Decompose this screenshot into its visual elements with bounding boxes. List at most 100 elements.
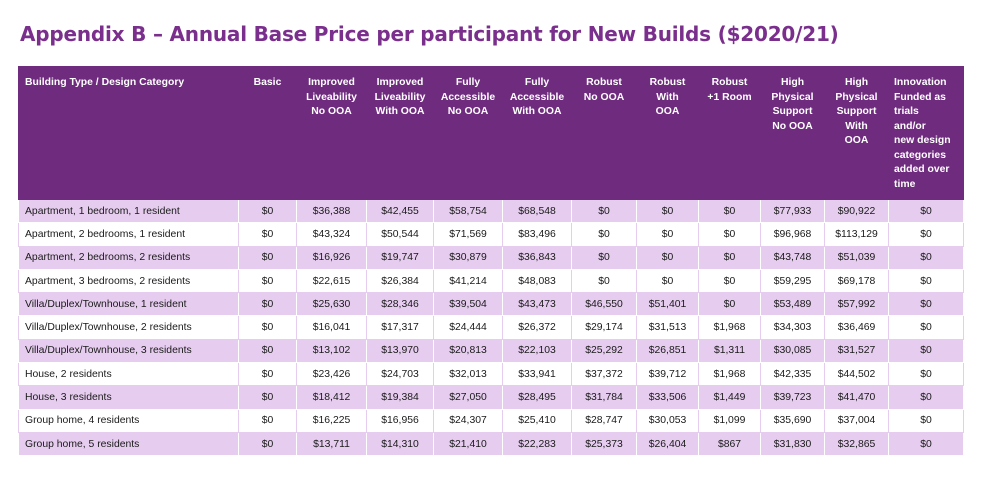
price-cell: $24,444 (433, 315, 503, 340)
column-header-line: Funded as (894, 91, 946, 103)
header-row: Building Type / Design Category Basic Impr… (18, 66, 964, 200)
price-cell: $0 (698, 268, 761, 294)
price-cell: $19,747 (366, 245, 434, 270)
price-cell: $0 (888, 315, 964, 340)
price-cell: $36,388 (296, 198, 367, 224)
price-cell: $16,926 (296, 245, 367, 270)
table-row: House, 2 residents $0 $23,426 $24,703 $32,01… (18, 362, 964, 387)
price-cell: $0 (238, 268, 297, 294)
price-cell: $0 (888, 385, 964, 410)
column-header: Basic (238, 66, 297, 200)
table-row: Apartment, 2 bedrooms, 1 resident $0 $43,3… (18, 222, 964, 247)
column-header-line: Fully (455, 77, 481, 88)
table-row: Apartment, 1 bedroom, 1 resident $0 $36,38… (18, 198, 964, 224)
price-cell: $0 (888, 222, 964, 247)
price-cell: $39,504 (433, 292, 503, 317)
price-cell: $31,830 (760, 431, 825, 457)
price-cell: $90,922 (824, 198, 889, 224)
column-header-line: With (656, 91, 679, 103)
price-cell: $96,968 (760, 222, 825, 247)
price-cell: $24,307 (433, 408, 503, 433)
page-title: Appendix B – Annual Base Price per parti… (20, 22, 839, 46)
price-cell: $39,723 (760, 385, 825, 410)
column-header-line: categories (894, 149, 946, 161)
table-row: Apartment, 3 bedrooms, 2 residents $0 $22,… (18, 268, 964, 294)
price-cell: $13,711 (296, 431, 367, 457)
price-cell: $0 (571, 222, 637, 247)
column-header-line: Basic (253, 77, 282, 88)
price-cell: $13,102 (296, 338, 367, 364)
price-cell: $1,311 (698, 338, 761, 364)
column-header-line: Robust (586, 77, 622, 88)
price-cell: $33,506 (636, 385, 699, 410)
column-header-line: Support (772, 106, 813, 117)
price-cell: $0 (698, 245, 761, 270)
price-cell: $50,544 (366, 222, 434, 247)
column-header-line: Liveability (374, 91, 426, 103)
column-header-line: No OOA (311, 106, 352, 117)
price-cell: $31,527 (824, 338, 889, 364)
price-cell: $58,754 (433, 198, 503, 224)
column-header: High Physical Support With OOA (824, 66, 889, 200)
price-table: Building Type / Design Category Basic Impr… (18, 66, 964, 457)
table-row: Group home, 4 residents $0 $16,225 $16,956 $… (18, 408, 964, 433)
column-header-line: Improved (308, 77, 355, 88)
column-header: Robust No OOA (571, 66, 637, 200)
price-cell: $28,495 (502, 385, 572, 410)
price-cell: $0 (238, 431, 297, 457)
price-cell: $0 (238, 198, 297, 224)
price-cell: $41,214 (433, 268, 503, 294)
price-cell: $22,283 (502, 431, 572, 457)
column-header: Improved Liveability No OOA (296, 66, 367, 200)
price-cell: $0 (571, 268, 637, 294)
price-cell: $83,496 (502, 222, 572, 247)
price-cell: $0 (636, 268, 699, 294)
price-cell: $0 (636, 245, 699, 270)
row-label: Apartment, 3 bedrooms, 2 residents (18, 268, 239, 294)
column-header: Fully Accessible With OOA (502, 66, 572, 200)
price-cell: $26,851 (636, 338, 699, 364)
price-cell: $16,225 (296, 408, 367, 433)
price-cell: $31,784 (571, 385, 637, 410)
price-cell: $34,303 (760, 315, 825, 340)
column-header-line: trials (894, 106, 919, 117)
row-label: House, 3 residents (18, 385, 239, 410)
price-cell: $113,129 (824, 222, 889, 247)
column-header-line: Building Type / Design Category (25, 77, 185, 88)
price-cell: $1,449 (698, 385, 761, 410)
table-row: House, 3 residents $0 $18,412 $19,384 $27,05… (18, 385, 964, 410)
price-cell: $0 (698, 292, 761, 317)
row-label: Apartment, 2 bedrooms, 1 resident (18, 222, 239, 247)
price-cell: $0 (238, 408, 297, 433)
price-cell: $24,703 (366, 362, 434, 387)
price-cell: $42,335 (760, 362, 825, 387)
column-header-line: High (844, 77, 869, 88)
price-cell: $43,748 (760, 245, 825, 270)
row-label: Apartment, 1 bedroom, 1 resident (18, 198, 239, 224)
price-cell: $18,412 (296, 385, 367, 410)
price-cell: $1,968 (698, 362, 761, 387)
table-row: Villa/Duplex/Townhouse, 3 residents $0 $13… (18, 338, 964, 364)
price-cell: $71,569 (433, 222, 503, 247)
price-cell: $27,050 (433, 385, 503, 410)
price-cell: $0 (238, 315, 297, 340)
price-cell: $51,039 (824, 245, 889, 270)
row-label: Villa/Duplex/Townhouse, 2 residents (18, 315, 239, 340)
price-cell: $77,933 (760, 198, 825, 224)
price-cell: $32,865 (824, 431, 889, 457)
price-cell: $26,384 (366, 268, 434, 294)
row-label: Villa/Duplex/Townhouse, 3 residents (18, 338, 239, 364)
column-header-line: With (845, 120, 868, 132)
price-cell: $0 (888, 245, 964, 270)
price-cell: $0 (698, 198, 761, 224)
price-cell: $26,404 (636, 431, 699, 457)
price-cell: $17,317 (366, 315, 434, 340)
table-body: Apartment, 1 bedroom, 1 resident $0 $36,38… (18, 198, 964, 457)
price-cell: $26,372 (502, 315, 572, 340)
price-cell: $69,178 (824, 268, 889, 294)
column-header-line: Physical (771, 91, 814, 103)
column-header-line: +1 Room (707, 91, 752, 103)
column-header: Improved Liveability With OOA (366, 66, 434, 200)
price-cell: $25,373 (571, 431, 637, 457)
price-cell: $44,502 (824, 362, 889, 387)
